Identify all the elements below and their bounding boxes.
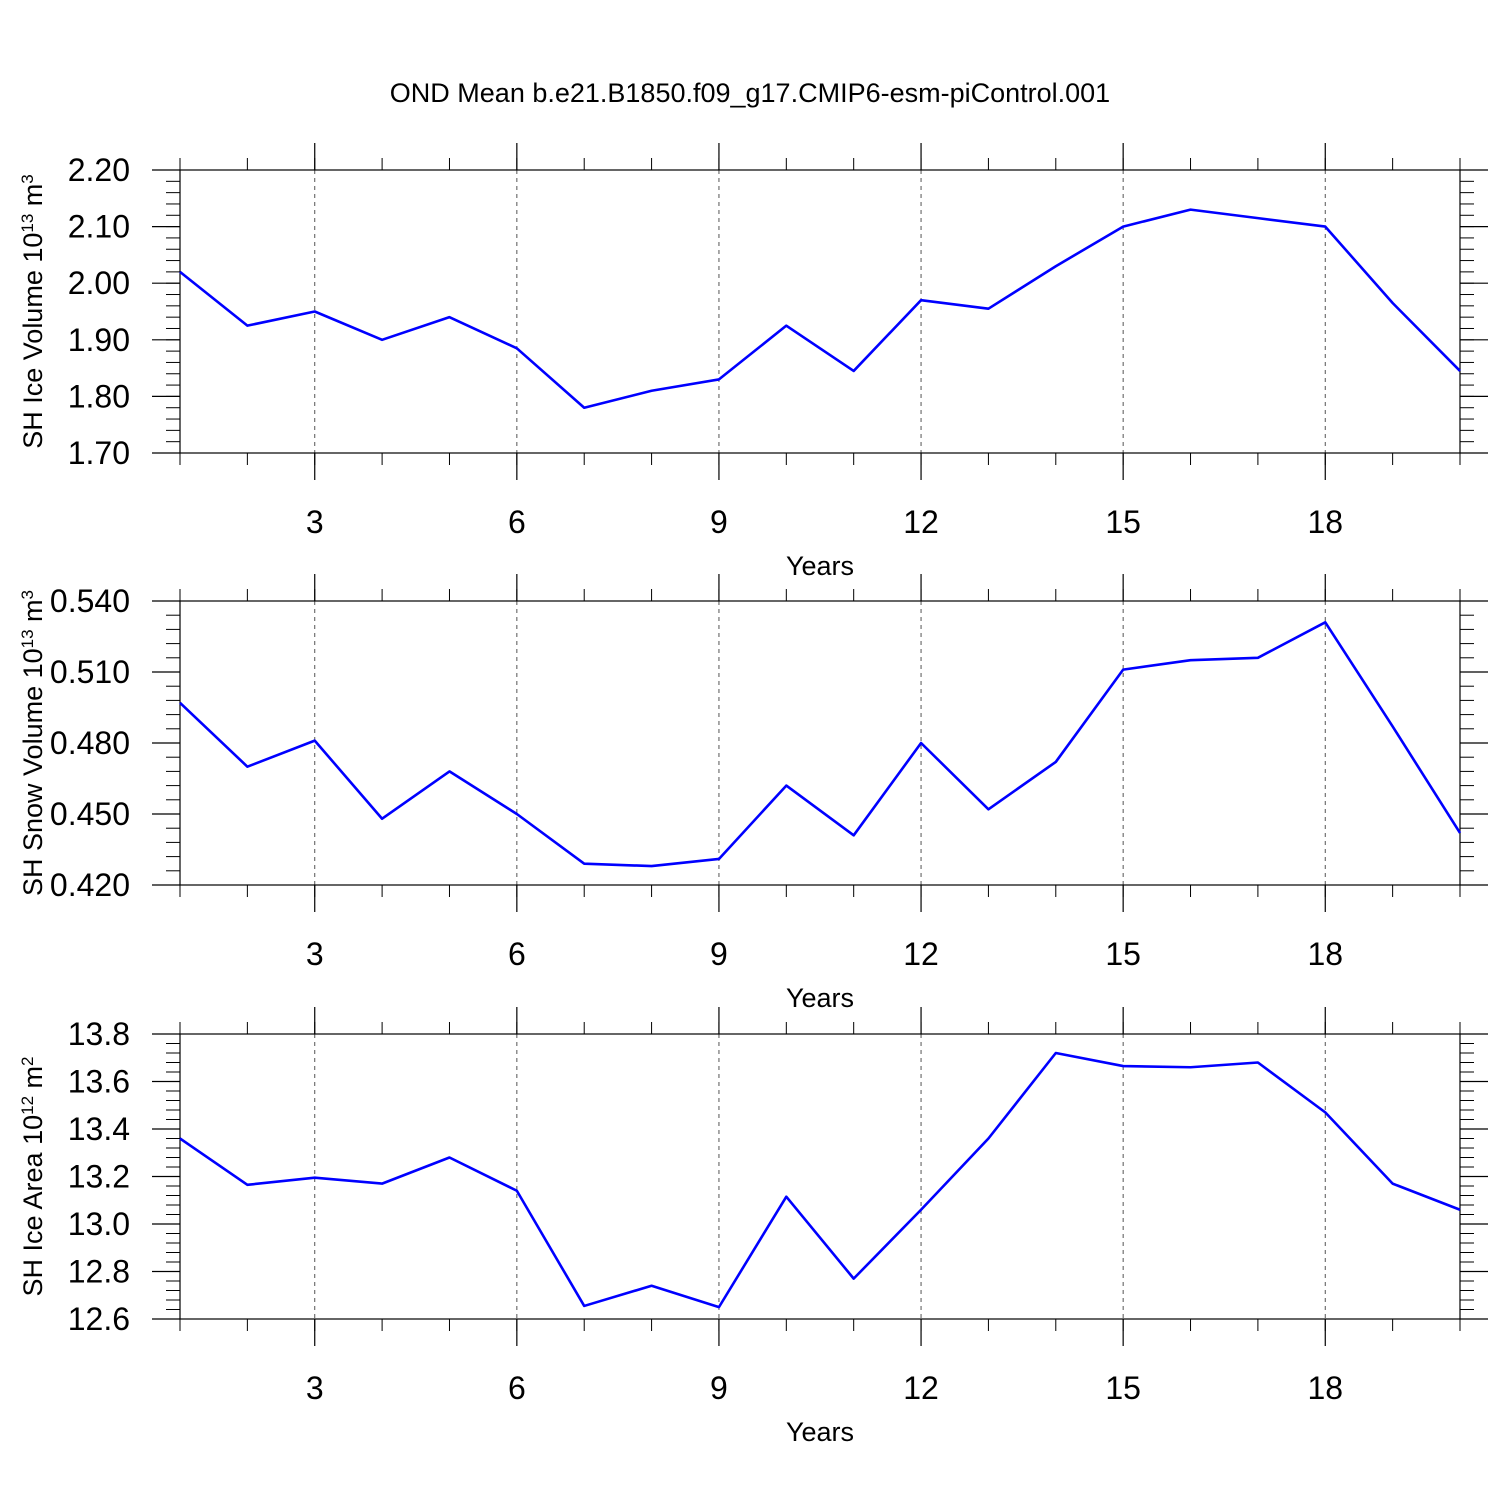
plot-frame bbox=[179, 600, 1461, 886]
x-tick-label: 9 bbox=[710, 936, 728, 972]
x-tick-label: 9 bbox=[710, 1370, 728, 1406]
y-tick-label: 1.90 bbox=[68, 322, 130, 358]
plot-frame bbox=[179, 1033, 1461, 1320]
panel-1: 3 6 9 12 15 18 1.70 1.80 1.90 2.00 2.10 2.20 Years SH… bbox=[18, 143, 1488, 581]
y-tick-label: 13.6 bbox=[68, 1064, 130, 1100]
y-axis-label: SH Ice Volume 1013 m3 bbox=[18, 174, 49, 449]
x-tick-label: 15 bbox=[1105, 504, 1141, 540]
y-tick-label: 12.6 bbox=[68, 1301, 130, 1337]
x-tick-label: 12 bbox=[903, 936, 939, 972]
y-tick-label: 0.510 bbox=[50, 654, 130, 690]
series-line bbox=[179, 620, 1462, 868]
y-tick-label: 1.70 bbox=[68, 435, 130, 471]
x-tick-label: 15 bbox=[1105, 936, 1141, 972]
y-tick-label: 12.8 bbox=[68, 1254, 130, 1290]
y-tick-label: 13.2 bbox=[68, 1159, 130, 1195]
x-tick-label: 6 bbox=[508, 504, 526, 540]
x-tick-label: 6 bbox=[508, 936, 526, 972]
y-tick-label: 0.480 bbox=[50, 725, 130, 761]
x-tick-label: 18 bbox=[1307, 504, 1343, 540]
y-tick-label: 0.450 bbox=[50, 796, 130, 832]
y-tick-label: 0.540 bbox=[50, 583, 130, 619]
series-line bbox=[179, 208, 1461, 410]
x-axis-label: Years bbox=[786, 1417, 854, 1447]
y-tick-label: 2.20 bbox=[68, 152, 130, 188]
y-tick-label: 2.00 bbox=[68, 265, 130, 301]
y-tick-label: 2.10 bbox=[68, 209, 130, 245]
x-tick-label: 12 bbox=[903, 1370, 939, 1406]
x-tick-label: 12 bbox=[903, 504, 939, 540]
x-tick-label: 6 bbox=[508, 1370, 526, 1406]
chart-title: OND Mean b.e21.B1850.f09_g17.CMIP6-esm-p… bbox=[389, 78, 1111, 108]
panel-2: 3 6 9 12 15 18 0.420 0.450 0.480 0.510 0.540 Years S… bbox=[18, 574, 1488, 1013]
x-tick-label: 18 bbox=[1307, 936, 1343, 972]
y-tick-label: 13.8 bbox=[68, 1016, 130, 1052]
x-tick-label: 3 bbox=[306, 504, 324, 540]
y-tick-label: 0.420 bbox=[50, 867, 130, 903]
x-tick-label: 9 bbox=[710, 504, 728, 540]
x-tick-label: 3 bbox=[306, 936, 324, 972]
y-tick-label: 13.4 bbox=[68, 1111, 130, 1147]
y-tick-label: 13.0 bbox=[68, 1206, 130, 1242]
y-axis-label: SH Ice Area 1012 m2 bbox=[18, 1057, 49, 1297]
x-tick-label: 3 bbox=[306, 1370, 324, 1406]
y-tick-label: 1.80 bbox=[68, 378, 130, 414]
x-axis-label: Years bbox=[786, 551, 854, 581]
x-tick-label: 18 bbox=[1307, 1370, 1343, 1406]
x-tick-label: 15 bbox=[1105, 1370, 1141, 1406]
y-axis-label: SH Snow Volume 1013 m3 bbox=[18, 590, 49, 896]
x-axis-label: Years bbox=[786, 983, 854, 1013]
plot-frame bbox=[179, 169, 1461, 454]
panel-3: 3 6 9 12 15 18 12.6 12.8 13.0 13.2 13.4 13.6 13.8 Yea… bbox=[18, 1007, 1488, 1447]
series-line bbox=[179, 1051, 1461, 1309]
